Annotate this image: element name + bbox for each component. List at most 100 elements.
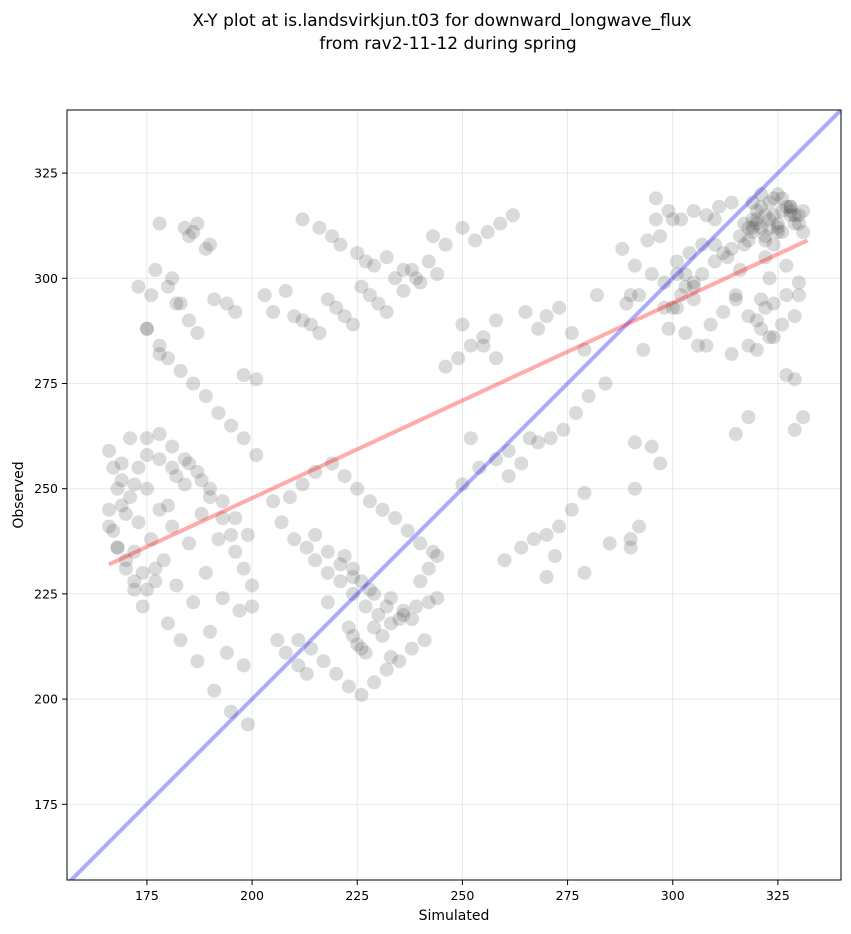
scatter-point bbox=[737, 237, 752, 252]
scatter-point bbox=[493, 216, 508, 231]
scatter-point bbox=[346, 586, 361, 601]
scatter-point bbox=[346, 561, 361, 576]
scatter-point bbox=[148, 561, 163, 576]
scatter-point bbox=[400, 523, 415, 538]
scatter-point bbox=[796, 410, 811, 425]
scatter-point bbox=[367, 586, 382, 601]
scatter-point bbox=[350, 637, 365, 652]
scatter-point bbox=[266, 304, 281, 319]
scatter-point bbox=[118, 553, 133, 568]
scatter-point bbox=[749, 313, 764, 328]
scatter-point bbox=[337, 309, 352, 324]
scatter-point bbox=[388, 511, 403, 526]
scatter-point bbox=[644, 439, 659, 454]
scatter-point bbox=[770, 225, 785, 240]
scatter-point bbox=[783, 199, 798, 214]
y-tick-label: 250 bbox=[34, 481, 58, 496]
scatter-point bbox=[358, 254, 373, 269]
lines-layer bbox=[68, 110, 841, 880]
scatter-point bbox=[741, 410, 756, 425]
x-tick-label: 275 bbox=[556, 888, 580, 903]
y-tick-label: 200 bbox=[34, 692, 58, 707]
scatter-point bbox=[766, 296, 781, 311]
scatter-point bbox=[413, 574, 428, 589]
scatter-point bbox=[556, 422, 571, 437]
scatter-point bbox=[762, 220, 777, 235]
scatter-point bbox=[118, 506, 133, 521]
scatter-point bbox=[522, 431, 537, 446]
scatter-point bbox=[249, 372, 264, 387]
scatter-point bbox=[770, 187, 785, 202]
scatter-point bbox=[791, 216, 806, 231]
scatter-point bbox=[745, 220, 760, 235]
scatter-point bbox=[362, 288, 377, 303]
y-tick-label: 300 bbox=[34, 271, 58, 286]
scatter-point bbox=[568, 405, 583, 420]
scatter-point bbox=[404, 262, 419, 277]
scatter-point bbox=[102, 519, 117, 534]
scatter-point bbox=[775, 317, 790, 332]
scatter-point bbox=[728, 288, 743, 303]
scatter-point bbox=[501, 443, 516, 458]
scatter-point bbox=[632, 519, 647, 534]
scatter-point bbox=[329, 300, 344, 315]
scatter-point bbox=[791, 288, 806, 303]
scatter-point bbox=[181, 536, 196, 551]
scatter-point bbox=[425, 544, 440, 559]
scatter-point bbox=[249, 448, 264, 463]
scatter-point bbox=[245, 578, 260, 593]
scatter-point bbox=[379, 662, 394, 677]
scatter-point bbox=[531, 321, 546, 336]
scatter-point bbox=[514, 456, 529, 471]
scatter-point bbox=[198, 241, 213, 256]
scatter-point bbox=[543, 431, 558, 446]
scatter-point bbox=[203, 237, 218, 252]
scatter-point bbox=[392, 612, 407, 627]
scatter-point bbox=[749, 203, 764, 218]
scatter-point bbox=[160, 616, 175, 631]
scatter-point bbox=[139, 321, 154, 336]
scatter-point bbox=[547, 549, 562, 564]
scatter-point bbox=[539, 570, 554, 585]
scatter-point bbox=[320, 565, 335, 580]
scatter-point bbox=[451, 351, 466, 366]
scatter-point bbox=[468, 233, 483, 248]
scatter-point bbox=[737, 216, 752, 231]
scatter-point bbox=[455, 220, 470, 235]
scatter-point bbox=[114, 473, 129, 488]
scatter-point bbox=[190, 326, 205, 341]
scatter-point bbox=[358, 599, 373, 614]
scatter-point bbox=[644, 267, 659, 282]
scatter-point bbox=[131, 460, 146, 475]
chart-title-line-2: from rav2-11-12 during spring bbox=[319, 34, 576, 54]
scatter-point bbox=[169, 469, 184, 484]
scatter-point bbox=[320, 292, 335, 307]
scatter-point bbox=[278, 645, 293, 660]
scatter-point bbox=[194, 506, 209, 521]
scatter-point bbox=[749, 212, 764, 227]
scatter-point bbox=[383, 649, 398, 664]
scatter-point bbox=[762, 271, 777, 286]
scatter-point bbox=[741, 220, 756, 235]
scatter-point bbox=[329, 666, 344, 681]
scatter-point bbox=[762, 212, 777, 227]
scatter-point bbox=[320, 595, 335, 610]
scatter-point bbox=[135, 565, 150, 580]
scatter-point bbox=[287, 309, 302, 324]
scatter-point bbox=[678, 326, 693, 341]
scatter-point bbox=[754, 321, 769, 336]
scatter-point bbox=[796, 225, 811, 240]
scatter-point bbox=[224, 704, 239, 719]
scatter-point bbox=[581, 389, 596, 404]
scatter-point bbox=[438, 359, 453, 374]
scatter-point bbox=[766, 191, 781, 206]
scatter-point bbox=[312, 220, 327, 235]
scatter-point bbox=[152, 216, 167, 231]
scatter-point bbox=[409, 271, 424, 286]
scatter-point bbox=[207, 292, 222, 307]
scatter-point bbox=[139, 582, 154, 597]
scatter-point bbox=[716, 246, 731, 261]
scatter-point bbox=[127, 582, 142, 597]
scatter-point bbox=[232, 603, 247, 618]
scatter-point bbox=[228, 544, 243, 559]
